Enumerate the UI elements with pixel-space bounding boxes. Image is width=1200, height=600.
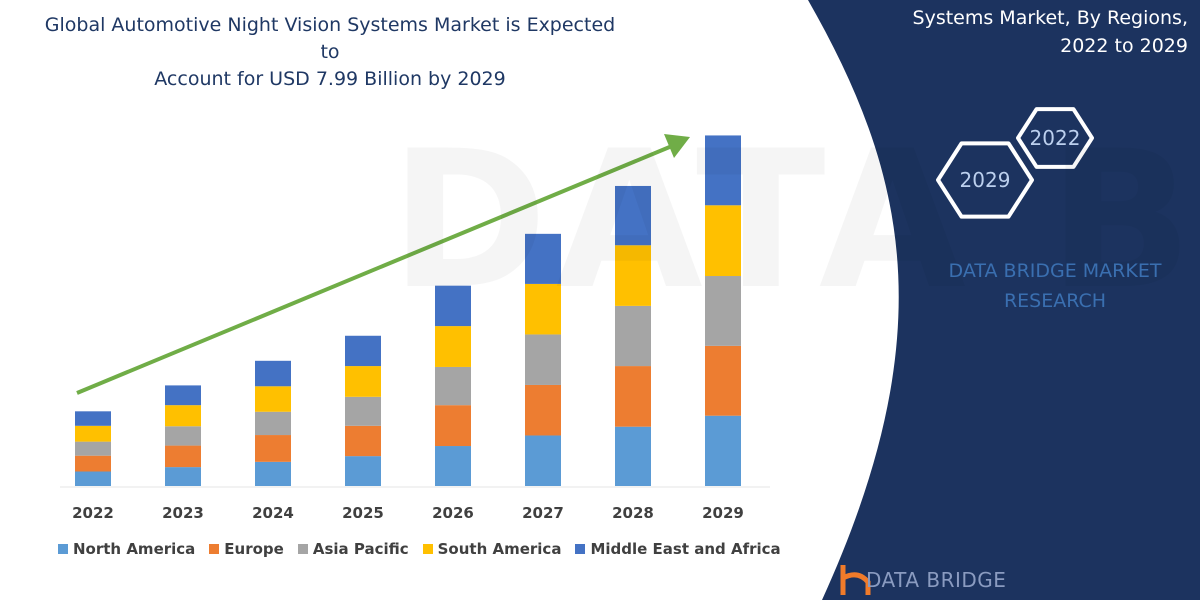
side-title-line: Systems Market, By Regions, [912, 7, 1188, 29]
brand-text: DATA BRIDGE MARKET RESEARCH [920, 256, 1190, 316]
trend-arrow-line [76, 144, 673, 395]
x-tick-label: 2028 [612, 504, 654, 522]
bar-segment-asia-pacific-2025 [345, 396, 381, 426]
legend-label: North America [73, 540, 196, 558]
x-tick-label: 2022 [72, 504, 114, 522]
bar-segment-middle-east-and-africa-2022 [75, 411, 111, 426]
trend-arrow-head [664, 134, 690, 158]
hexagon-shape [936, 141, 1034, 219]
bar-segment-middle-east-and-africa-2024 [255, 360, 291, 387]
legend-swatch [422, 544, 433, 554]
legend-item: Asia Pacific [297, 540, 409, 558]
bar-segment-south-america-2027 [525, 283, 561, 335]
bar-segment-north-america-2023 [165, 467, 201, 486]
bar-segment-asia-pacific-2028 [615, 305, 651, 367]
side-panel-title: Systems Market, By Regions, 2022 to 2029 [913, 4, 1188, 60]
legend-label: Europe [224, 540, 284, 558]
legend-item: North America [58, 540, 195, 558]
bar-segment-europe-2027 [525, 384, 561, 436]
bar-segment-north-america-2025 [345, 456, 381, 486]
x-tick-label: 2027 [522, 504, 564, 522]
bar-segment-asia-pacific-2027 [525, 334, 561, 385]
side-title-line: 2022 to 2029 [1060, 35, 1188, 57]
x-tick-label: 2025 [342, 504, 384, 522]
bar-segment-asia-pacific-2024 [255, 411, 291, 436]
bar-segment-north-america-2028 [615, 426, 651, 486]
bar-segment-europe-2028 [615, 366, 651, 427]
bar-segment-europe-2025 [345, 425, 381, 457]
legend-label: Asia Pacific [312, 540, 409, 558]
legend: North America Europe Asia Pacific South Ame… [58, 540, 781, 558]
bar-segment-middle-east-and-africa-2029 [705, 135, 741, 206]
legend-item: Middle East and Africa [575, 540, 781, 558]
title-line: Global Automotive Night Vision Systems M… [44, 14, 616, 63]
side-panel-background [808, 0, 1200, 600]
bar-segment-south-america-2024 [255, 386, 291, 412]
logo-text: DATA BRIDGE [866, 568, 1007, 592]
bar-segment-middle-east-and-africa-2026 [435, 285, 471, 327]
bar-segment-north-america-2024 [255, 461, 291, 486]
bar-segment-europe-2023 [165, 445, 201, 468]
hexagon-badges: 2022 2029 [936, 107, 1094, 219]
legend-swatch [297, 544, 308, 554]
bar-segment-europe-2022 [75, 455, 111, 472]
bar-segment-middle-east-and-africa-2025 [345, 335, 381, 367]
bar-segment-north-america-2022 [75, 471, 111, 486]
bars [75, 135, 741, 486]
legend-swatch [575, 544, 586, 554]
logo-icon [840, 565, 871, 595]
bar-segment-north-america-2027 [525, 435, 561, 486]
x-axis-labels: 2022 2023 2024 2025 2026 2027 2028 2029 [72, 504, 744, 522]
chart-title: Global Automotive Night Vision Systems M… [40, 12, 620, 93]
x-tick-label: 2029 [702, 504, 744, 522]
x-tick-label: 2023 [162, 504, 204, 522]
bar-segment-south-america-2028 [615, 245, 651, 306]
bar-segment-north-america-2029 [705, 415, 741, 486]
bar-segment-asia-pacific-2029 [705, 276, 741, 346]
legend-label: Middle East and Africa [590, 540, 781, 558]
title-line: Account for USD 7.99 Billion by 2029 [154, 68, 506, 90]
bar-segment-south-america-2023 [165, 405, 201, 427]
bar-segment-middle-east-and-africa-2023 [165, 385, 201, 406]
legend-swatch [209, 544, 220, 554]
bar-segment-north-america-2026 [435, 446, 471, 486]
x-tick-label: 2026 [432, 504, 474, 522]
hexagon-shape [1016, 107, 1094, 169]
bar-segment-middle-east-and-africa-2028 [615, 185, 651, 246]
bar-segment-europe-2029 [705, 345, 741, 416]
bar-segment-asia-pacific-2023 [165, 426, 201, 446]
bar-segment-europe-2026 [435, 405, 471, 447]
bar-segment-south-america-2026 [435, 326, 471, 367]
trend-arrow [76, 134, 690, 395]
legend-item: South America [422, 540, 562, 558]
legend-label: South America [437, 540, 562, 558]
legend-item: Europe [209, 540, 284, 558]
bar-segment-asia-pacific-2026 [435, 366, 471, 406]
hexagon-label: 2022 [1030, 126, 1081, 150]
legend-swatch [58, 544, 68, 554]
x-tick-label: 2024 [252, 504, 294, 522]
bar-segment-south-america-2022 [75, 425, 111, 442]
bar-segment-europe-2024 [255, 435, 291, 462]
bar-segment-asia-pacific-2022 [75, 441, 111, 456]
hexagon-label: 2029 [960, 168, 1011, 192]
bar-segment-south-america-2025 [345, 366, 381, 397]
bar-segment-middle-east-and-africa-2027 [525, 233, 561, 284]
brand-line: RESEARCH [1003, 290, 1107, 312]
brand-line: DATA BRIDGE MARKET [948, 260, 1162, 282]
bar-segment-south-america-2029 [705, 205, 741, 277]
